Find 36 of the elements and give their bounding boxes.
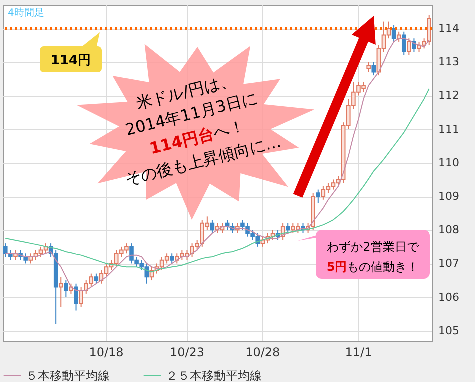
legend-label: ５本移動平均線 [26,368,110,382]
y-tick-label: 113 [438,56,460,69]
annotation: 4時間足 [8,7,44,19]
candlestick [74,283,78,312]
candlestick [58,276,64,308]
candlestick [286,222,290,234]
y-tick-label: 110 [438,156,460,170]
candlestick [407,38,412,56]
candlestick [366,62,371,73]
x-tick-label: 10/28 [246,346,280,360]
y-tick-label: 105 [438,324,460,338]
y-tick-label: 107 [438,257,460,270]
y-tick-label: 106 [438,290,460,304]
candlestick [316,189,321,204]
annotation: わずか2営業日で [327,240,420,254]
x-tick-label: 10/23 [170,346,205,360]
candlestick [94,273,99,284]
ref-line-label: 114円 [50,54,92,69]
y-tick-label: 114 [438,22,460,36]
candlestick [402,31,406,56]
annotation: もの値動き！ [347,260,420,274]
y-tick-label: 108 [438,224,460,237]
candlestick [392,24,396,42]
y-tick-label: 111 [438,122,460,136]
candlestick [372,62,376,76]
x-tick-label: 11/1 [345,346,372,360]
candlestick [210,220,215,234]
candlestick [4,243,8,258]
annotation: 5円 [326,260,348,274]
candlestick [170,253,174,264]
candlestick [79,286,84,308]
legend-label: ２５本移動平均線 [166,368,262,382]
y-tick-label: 112 [438,89,460,102]
x-tick-label: 10/18 [89,346,124,360]
candlestick [64,280,68,298]
y-tick-label: 109 [438,190,460,204]
